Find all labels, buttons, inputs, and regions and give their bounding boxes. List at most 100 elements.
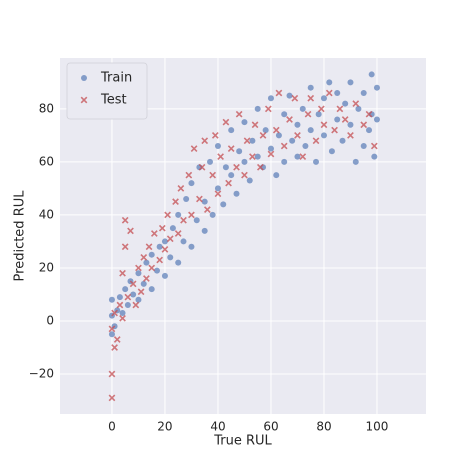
point [108,331,115,338]
x-marker [145,243,153,251]
legend-marker [81,75,87,81]
point [320,95,327,102]
x-marker [190,145,198,153]
point [135,270,142,277]
point [373,84,380,91]
point [135,296,142,303]
x-marker [132,301,140,309]
point [175,259,182,266]
point [130,291,137,298]
point [201,198,208,205]
x-marker [336,105,344,113]
x-marker [275,89,283,97]
point [188,243,195,250]
x-marker [365,110,373,118]
marks [108,71,380,402]
legend-marker [80,96,88,104]
x-marker [272,126,280,134]
point [366,127,373,134]
point [254,105,261,112]
x-marker [108,325,116,333]
point [328,148,335,155]
point [201,227,208,234]
x-marker [185,171,193,179]
x-marker [307,94,315,102]
point [254,153,261,160]
x-marker [320,121,328,129]
point [169,225,176,232]
point [153,267,160,274]
legend-box [66,62,148,120]
x-marker [233,163,240,171]
point [183,196,190,203]
x-marker [164,211,171,219]
point [289,137,296,144]
point [246,177,253,184]
point [307,84,314,91]
x-marker [172,198,179,206]
point [352,158,359,165]
point [180,238,187,245]
x-marker [158,224,166,232]
legend: Train Test [66,62,148,120]
point [368,71,375,78]
x-marker [256,163,264,171]
point [241,158,248,165]
point [342,100,349,107]
point [156,243,163,250]
point [209,211,216,218]
point [161,272,168,279]
x-marker [214,190,222,198]
point [355,105,362,112]
point [143,259,150,266]
y-tick-label: 60 [39,154,54,168]
point [116,294,123,301]
y-tick-label: 20 [39,260,54,274]
x-marker [108,370,116,378]
point [371,153,378,160]
point [294,121,301,128]
x-marker [174,230,182,237]
point [267,145,274,152]
point [228,127,235,134]
point [161,238,168,245]
x-marker [251,121,259,129]
x-marker [180,216,187,224]
x-marker [317,105,325,113]
point [167,254,174,261]
x-marker [135,264,142,272]
point [373,116,380,123]
x-tick-label: 100 [366,420,389,434]
point [347,121,354,128]
x-marker [166,235,174,243]
x-marker [196,195,203,203]
point [273,172,280,179]
x-marker [312,137,320,145]
x-marker [235,110,243,118]
x-marker [352,100,360,107]
point [228,172,235,179]
x-marker [140,253,148,261]
point [294,153,301,160]
point [119,310,126,317]
point [326,79,333,86]
x-marker [280,142,288,150]
point [193,217,200,224]
point [302,143,309,150]
point [233,190,240,197]
point [281,111,288,118]
point [220,201,227,208]
x-marker [161,246,169,253]
y-axis-label: Predicted RUL [13,190,28,282]
x-marker [111,344,118,351]
x-marker [119,314,126,322]
point [124,302,131,309]
x-marker [137,288,145,296]
point [262,127,269,134]
point [281,158,288,165]
x-marker [156,256,164,264]
x-marker [148,264,156,272]
point [148,251,155,258]
point [122,286,129,293]
x-marker [360,121,368,129]
